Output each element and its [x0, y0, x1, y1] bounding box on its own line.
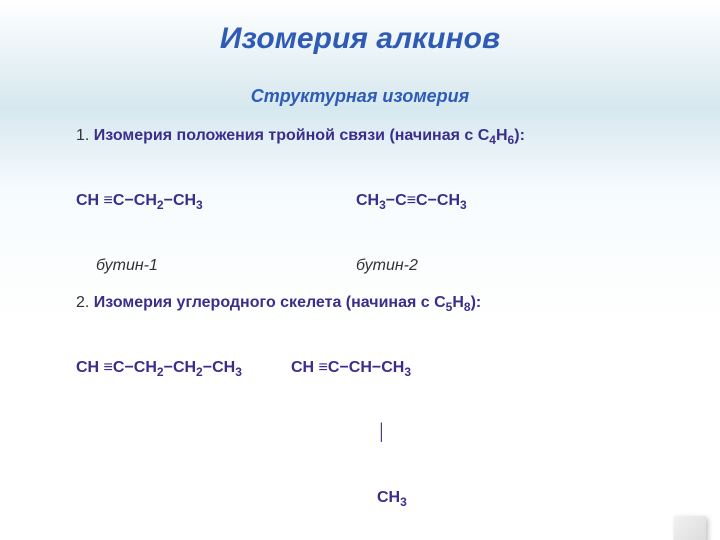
sec2-formula-a: CH ≡C−CH2−CH2−CH3	[76, 357, 291, 379]
content-body: 1. Изомерия положения тройной связи (нач…	[76, 125, 680, 540]
sec1-num: 1.	[76, 127, 94, 144]
sec2-num: 2.	[76, 294, 94, 311]
sec2-heading: Изомерия углеродного скелета (начиная с …	[94, 294, 481, 311]
subtitle: Структурная изомерия	[0, 86, 720, 107]
sec1-name-b: бутин-2	[356, 255, 596, 277]
sec1-name-a: бутин-1	[76, 255, 356, 277]
page-title: Изомерия алкинов	[0, 22, 720, 56]
sec2-formula-b-line1: CH ≡C−CH−CH3	[291, 357, 531, 379]
sec1-formula-b: CH3−C≡C−CH3	[356, 190, 596, 212]
sec1-heading: Изомерия положения тройной связи (начина…	[94, 127, 525, 144]
sec2-formula-b-line2: │	[291, 422, 531, 444]
nav-corner[interactable]	[674, 516, 706, 540]
sec1-formula-a: CH ≡C−CH2−CH3	[76, 190, 356, 212]
sec2-formula-b-line3: CH3	[291, 487, 531, 509]
